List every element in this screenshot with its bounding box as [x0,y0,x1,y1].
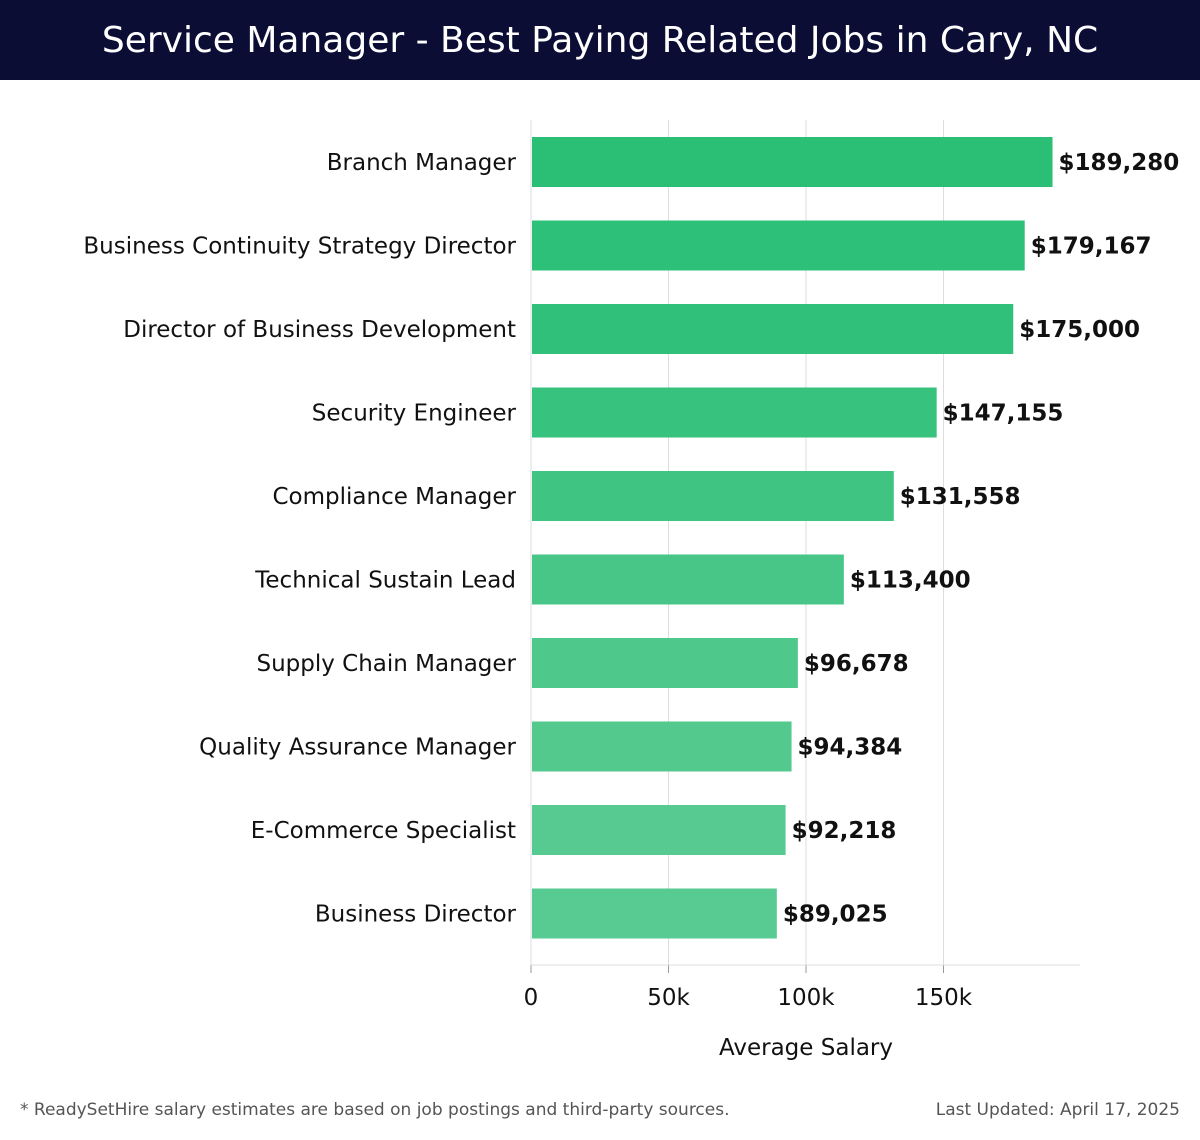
x-tick-label: 50k [647,985,690,1011]
bar [532,721,792,772]
category-label: Compliance Manager [272,484,516,510]
value-label: $113,400 [850,568,971,594]
category-label: Business Continuity Strategy Director [83,234,516,260]
value-label: $179,167 [1031,234,1152,260]
x-tick-label: 100k [777,985,835,1011]
bar [532,304,1014,354]
bar [532,471,894,521]
value-label: $147,155 [943,401,1064,427]
bar [532,137,1053,187]
value-label: $131,558 [900,484,1021,510]
category-label: Branch Manager [327,150,517,176]
category-label: Director of Business Development [123,317,516,343]
category-label: Quality Assurance Manager [199,735,516,761]
title-bar: Service Manager - Best Paying Related Jo… [0,0,1200,80]
x-axis-label: Average Salary [719,1035,893,1061]
bar [532,638,798,688]
bar [532,554,844,605]
category-label: Technical Sustain Lead [254,568,516,594]
value-label: $96,678 [804,651,909,677]
value-label: $94,384 [798,735,903,761]
category-label: Business Director [315,902,517,928]
value-label: $189,280 [1059,150,1180,176]
x-tick-label: 150k [915,985,973,1011]
value-label: $92,218 [792,818,897,844]
value-label: $175,000 [1019,317,1140,343]
x-tick-label: 0 [524,985,539,1011]
footnote: * ReadySetHire salary estimates are base… [20,1100,730,1120]
bar [532,888,777,939]
bar [532,387,937,438]
category-label: E-Commerce Specialist [251,818,516,844]
bar [532,805,786,855]
category-label: Supply Chain Manager [256,651,516,677]
bar [532,220,1025,271]
salary-bar-chart: Branch Manager $189,280 Business Continuit… [83,120,1179,1061]
value-label: $89,025 [783,902,888,928]
page-title: Service Manager - Best Paying Related Jo… [101,19,1099,61]
bars: Branch Manager $189,280 Business Continuit… [83,137,1179,939]
category-label: Security Engineer [312,401,517,427]
last-updated: Last Updated: April 17, 2025 [935,1100,1180,1120]
axes: 0 50k 100k 150k [524,120,1080,1011]
